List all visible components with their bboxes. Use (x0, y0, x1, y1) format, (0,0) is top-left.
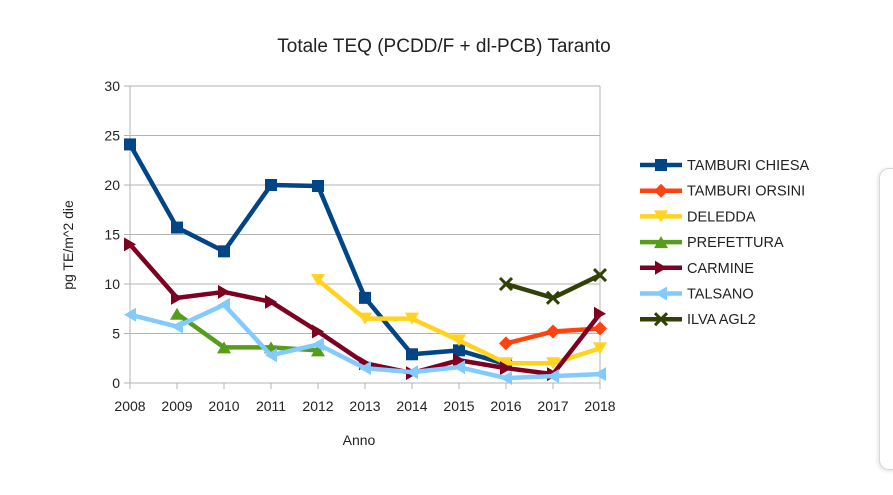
series-line (503, 272, 603, 301)
x-tick-label: 2016 (490, 398, 521, 414)
data-point (453, 353, 465, 368)
data-point (452, 334, 466, 347)
data-point (594, 306, 606, 321)
data-point (406, 348, 418, 361)
legend-label: TALSANO (687, 287, 754, 303)
data-point (406, 365, 418, 380)
data-point (545, 290, 561, 305)
x-tick-label: 2011 (256, 398, 286, 414)
x-tick-label: 2009 (161, 398, 192, 414)
legend-item: TAMBURI ORSINI (640, 183, 805, 200)
data-point (171, 221, 183, 234)
series-line (127, 242, 603, 377)
data-point (171, 290, 183, 305)
data-point (124, 237, 136, 252)
data-point (453, 344, 465, 357)
x-tick-label: 2018 (584, 398, 615, 414)
data-point (265, 294, 277, 309)
legend-label: TAMBURI CHIESA (687, 158, 810, 174)
legend-label: ILVA AGL2 (687, 312, 756, 328)
data-point (218, 284, 230, 299)
x-tick-label: 2008 (114, 398, 145, 414)
data-point (499, 357, 513, 370)
data-point (453, 360, 465, 375)
series-tamburi-chiesa (124, 138, 512, 371)
data-point (312, 179, 324, 192)
data-point (593, 321, 607, 336)
y-axis-label: pg TE/m^2 die (60, 200, 76, 290)
y-tick-label: 30 (104, 78, 120, 94)
data-point (592, 268, 608, 283)
series-talsano (124, 297, 606, 386)
y-tick-label: 15 (104, 227, 120, 243)
legend-label: TAMBURI ORSINI (687, 184, 805, 200)
y-tick-label: 5 (112, 326, 120, 342)
legend: TAMBURI CHIESA TAMBURI ORSINI DELEDDA PREFE… (640, 158, 810, 328)
x-tick-label: 2015 (443, 398, 474, 414)
data-point (170, 307, 184, 320)
data-point (405, 312, 419, 325)
data-point (311, 344, 325, 357)
y-tick-label: 25 (104, 128, 120, 144)
data-point (265, 348, 277, 363)
legend-item: DELEDDA (640, 209, 756, 225)
x-tick-label: 2012 (302, 398, 333, 414)
data-point (124, 138, 136, 151)
legend-item: TALSANO (640, 286, 754, 303)
series-lines (124, 138, 608, 386)
y-tick-label: 20 (104, 177, 120, 193)
legend-marker (655, 159, 667, 171)
data-point (594, 367, 606, 382)
x-tick-label: 2010 (208, 398, 239, 414)
data-point (498, 276, 514, 292)
series-carmine (124, 237, 606, 382)
data-point (546, 357, 560, 370)
y-tick-label: 10 (104, 276, 120, 292)
data-point (312, 324, 324, 339)
data-point (171, 319, 183, 334)
data-point (218, 245, 230, 258)
data-point (312, 337, 324, 352)
data-point (124, 307, 136, 322)
data-point (217, 341, 231, 354)
data-point (218, 297, 230, 312)
legend-marker (654, 210, 668, 223)
x-tick-label: 2013 (349, 398, 380, 414)
data-point (265, 179, 277, 191)
legend-marker (655, 286, 667, 301)
side-panel-edge[interactable] (879, 168, 893, 470)
legend-label: DELEDDA (687, 209, 756, 225)
x-tick-label: 2014 (396, 398, 427, 414)
legend-item: ILVA AGL2 (640, 312, 756, 328)
data-point (358, 312, 372, 325)
data-point (499, 336, 513, 351)
legend-item: CARMINE (640, 260, 754, 277)
y-tick-label: 0 (112, 375, 120, 391)
data-point (593, 342, 607, 355)
chart-title: Totale TEQ (PCDD/F + dl-PCB) Taranto (277, 36, 611, 57)
data-point (311, 274, 325, 287)
data-point (546, 324, 560, 339)
x-tick-label: 2017 (537, 398, 568, 414)
legend-marker (654, 183, 668, 198)
legend-label: PREFETTURA (687, 235, 784, 251)
series-tamburi-orsini (499, 321, 607, 351)
series-deledda (311, 274, 607, 370)
legend-marker (655, 260, 667, 275)
data-point (500, 371, 512, 386)
x-axis-label: Anno (343, 432, 376, 448)
legend-marker (653, 312, 669, 327)
legend-item: PREFETTURA (640, 235, 784, 251)
data-point (359, 361, 371, 376)
data-point (359, 291, 371, 304)
data-point (547, 369, 559, 384)
legend-label: CARMINE (687, 261, 754, 277)
legend-marker (654, 236, 668, 249)
series-ilva-agl2 (498, 268, 608, 305)
y-tick-labels: 0 5 10 15 20 25 30 (104, 78, 120, 391)
legend-item: TAMBURI CHIESA (640, 158, 810, 174)
data-point (500, 361, 512, 376)
x-tick-labels: 2008 2009 2010 2011 2012 2013 2014 2015 2016 2017… (114, 398, 615, 414)
